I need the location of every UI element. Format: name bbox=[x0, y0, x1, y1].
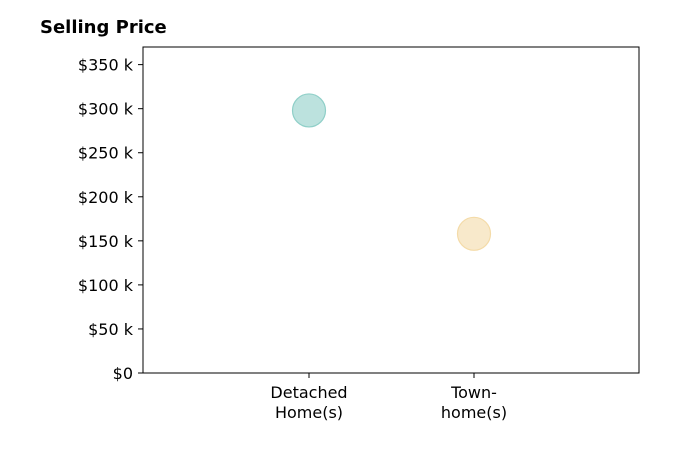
x-axis: Detached Home(s) Town-home(s) bbox=[270, 373, 507, 422]
y-tick-label: $350 k bbox=[78, 56, 134, 75]
y-tick-label: $200 k bbox=[78, 188, 134, 207]
x-tick-label-line: home(s) bbox=[441, 403, 507, 422]
y-tick-label: $150 k bbox=[78, 232, 134, 251]
plot-area-frame bbox=[142, 46, 640, 374]
data-point bbox=[456, 216, 492, 251]
x-tick-label: Town-home(s) bbox=[441, 383, 507, 422]
y-tick-label: $50 k bbox=[88, 320, 134, 339]
y-tick-label: $250 k bbox=[78, 144, 134, 163]
data-point bbox=[291, 93, 327, 128]
chart-title: Selling Price bbox=[40, 17, 167, 38]
y-tick-label: $300 k bbox=[78, 100, 134, 119]
x-tick-label-line: Town- bbox=[450, 383, 497, 402]
x-tick-label: Detached Home(s) bbox=[270, 383, 347, 422]
y-axis: $0 $50 k $100 k $150 k $200 k $250 k $300 k $35… bbox=[78, 56, 143, 383]
y-tick-label: $0 bbox=[113, 364, 133, 383]
data-points bbox=[291, 93, 492, 251]
y-tick-label: $100 k bbox=[78, 276, 134, 295]
x-tick-label-line: Home(s) bbox=[275, 403, 343, 422]
x-tick-label-line: Detached bbox=[270, 383, 347, 402]
